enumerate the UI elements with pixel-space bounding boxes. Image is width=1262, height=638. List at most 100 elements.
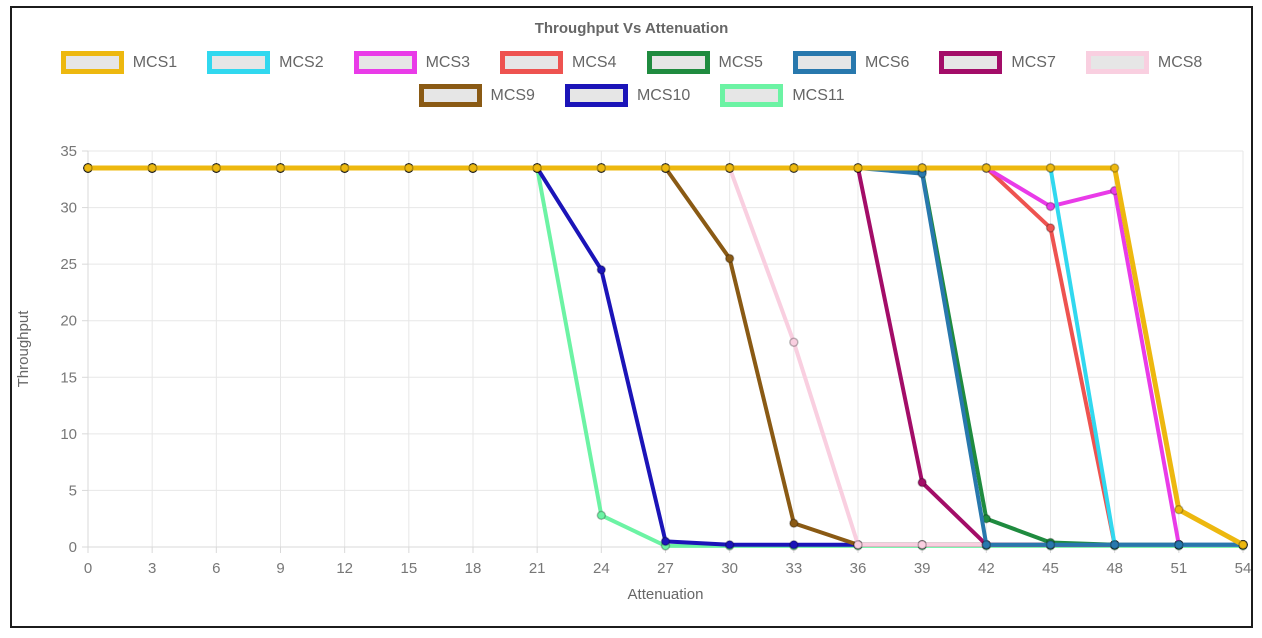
legend-item-mcs4[interactable]: MCS4	[500, 51, 617, 74]
data-point-mcs10-x30	[724, 539, 735, 550]
x-tick-label: 9	[276, 560, 284, 577]
data-point-mcs9-x30	[724, 253, 735, 264]
legend-swatch-mcs8	[1085, 51, 1149, 74]
legend-swatch-mcs7	[939, 51, 1003, 74]
legend-item-mcs2[interactable]: MCS2	[207, 51, 324, 74]
legend-label: MCS3	[425, 53, 471, 71]
legend-item-mcs10[interactable]: MCS10	[564, 84, 691, 107]
legend-swatch-mcs10	[564, 84, 628, 107]
chart-frame: Throughput Vs Attenuation MCS1 MCS2 MCS3 MC…	[10, 6, 1253, 628]
legend-swatch-mcs5	[646, 51, 710, 74]
data-point-mcs10-x24	[596, 265, 607, 275]
legend-label: MCS4	[572, 53, 617, 71]
data-point-mcs8-x39	[917, 539, 927, 550]
chart-title: Throughput Vs Attenuation	[534, 20, 729, 37]
data-point-mcs11-x24	[596, 510, 607, 521]
x-tick-label: 27	[657, 560, 674, 577]
data-point-mcs8-x33	[789, 337, 799, 347]
x-tick-label: 45	[1042, 560, 1059, 577]
legend-swatch-mcs6	[792, 51, 856, 74]
x-tick-label: 33	[785, 560, 802, 577]
data-point-mcs1-x33	[789, 163, 799, 173]
data-point-mcs1-x42	[981, 163, 992, 173]
y-tick-label: 0	[69, 539, 77, 556]
data-point-mcs1-x27	[660, 163, 671, 173]
legend-item-mcs11[interactable]: MCS11	[720, 84, 844, 107]
y-tick-label: 30	[60, 200, 77, 217]
legend-label: MCS8	[1157, 53, 1203, 71]
data-point-mcs1-x48	[1109, 163, 1120, 173]
legend-label: MCS2	[279, 53, 324, 71]
data-point-mcs9-x33	[789, 518, 799, 528]
data-point-mcs1-x36	[853, 163, 863, 173]
legend-item-mcs6[interactable]: MCS6	[792, 51, 910, 74]
data-point-mcs1-x21	[532, 163, 542, 173]
legend-row: MCS1 MCS2 MCS3 MCS4 MCS5 MCS6 MCS7 MCS8	[46, 51, 1218, 74]
data-point-mcs1-x0	[83, 163, 93, 173]
y-axis-title: Throughput	[15, 310, 32, 388]
legend-label: MCS7	[1011, 53, 1056, 71]
x-tick-label: 12	[336, 560, 353, 577]
legend-row: MCS9 MCS10 MCS11	[404, 84, 860, 107]
data-point-mcs1-x24	[596, 163, 607, 173]
x-tick-label: 6	[212, 560, 220, 577]
legend: MCS1 MCS2 MCS3 MCS4 MCS5 MCS6 MCS7 MCS8 MCS9 MCS1…	[12, 51, 1251, 107]
data-point-mcs1-x39	[917, 163, 927, 173]
y-tick-label: 15	[60, 369, 77, 386]
legend-item-mcs3[interactable]: MCS3	[353, 51, 471, 74]
x-tick-label: 21	[529, 560, 546, 577]
data-point-mcs7-x39	[917, 477, 927, 488]
legend-swatch-mcs11	[720, 84, 784, 107]
x-tick-label: 48	[1106, 560, 1123, 577]
data-point-mcs10-x33	[789, 539, 799, 550]
y-tick-label: 20	[60, 313, 77, 330]
y-tick-label: 35	[60, 143, 77, 160]
legend-swatch-mcs4	[500, 51, 564, 74]
legend-item-mcs1[interactable]: MCS1	[60, 51, 178, 74]
x-tick-label: 18	[465, 560, 482, 577]
legend-item-mcs7[interactable]: MCS7	[939, 51, 1056, 74]
data-point-mcs1-x54	[1238, 539, 1248, 550]
data-point-mcs1-x18	[468, 163, 478, 173]
data-point-mcs1-x15	[404, 163, 414, 173]
data-point-mcs4-x45	[1045, 223, 1056, 233]
legend-label: MCS11	[792, 86, 845, 104]
legend-item-mcs8[interactable]: MCS8	[1085, 51, 1203, 74]
data-point-mcs6-x45	[1045, 539, 1056, 550]
x-tick-label: 0	[84, 560, 92, 577]
legend-label: MCS9	[490, 86, 535, 104]
data-point-mcs10-x27	[660, 536, 671, 547]
x-tick-label: 30	[721, 560, 738, 577]
data-point-mcs1-x12	[339, 163, 350, 173]
legend-label: MCS10	[636, 86, 691, 104]
legend-swatch-mcs1	[60, 51, 124, 74]
x-tick-label: 15	[400, 560, 417, 577]
legend-label: MCS6	[864, 53, 910, 71]
x-tick-label: 54	[1235, 560, 1251, 577]
data-point-mcs3-x45	[1045, 201, 1056, 212]
data-point-mcs1-x51	[1174, 504, 1184, 515]
legend-swatch-mcs3	[353, 51, 417, 74]
legend-item-mcs5[interactable]: MCS5	[646, 51, 763, 74]
legend-label: MCS5	[718, 53, 763, 71]
data-point-mcs1-x45	[1045, 163, 1056, 173]
y-tick-label: 25	[60, 256, 77, 273]
data-point-mcs8-x36	[853, 539, 863, 550]
x-tick-label: 3	[148, 560, 156, 577]
x-tick-label: 39	[914, 560, 931, 577]
y-tick-label: 5	[69, 482, 77, 499]
x-tick-label: 36	[850, 560, 867, 577]
data-point-mcs6-x48	[1109, 539, 1120, 550]
legend-label: MCS1	[132, 53, 178, 71]
data-point-mcs6-x42	[981, 539, 992, 550]
data-point-mcs1-x9	[275, 163, 286, 173]
legend-swatch-mcs9	[418, 84, 482, 107]
data-point-mcs1-x30	[724, 163, 735, 173]
x-tick-label: 51	[1170, 560, 1187, 577]
legend-swatch-mcs2	[207, 51, 271, 74]
data-point-mcs6-x51	[1174, 539, 1184, 550]
legend-item-mcs9[interactable]: MCS9	[418, 84, 535, 107]
y-tick-label: 10	[60, 426, 77, 443]
